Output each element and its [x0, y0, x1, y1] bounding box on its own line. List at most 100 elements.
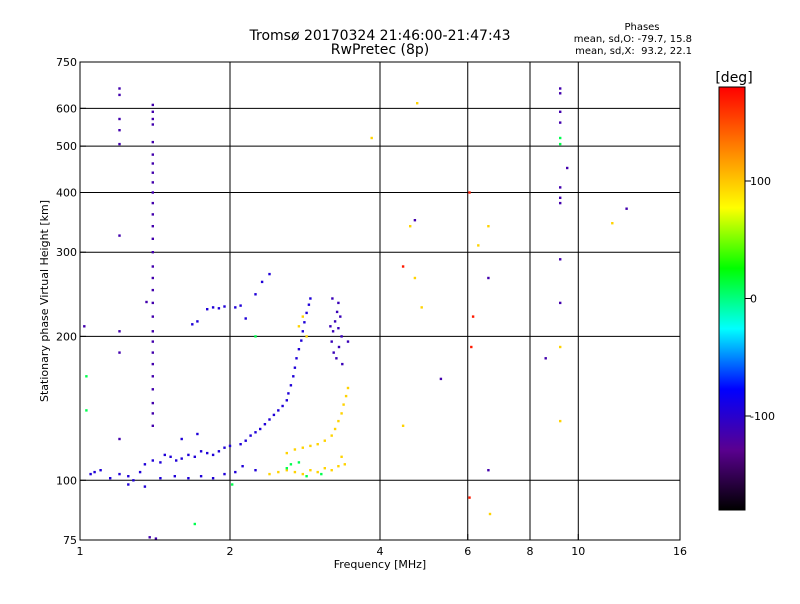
data-point: [289, 384, 293, 387]
data-point: [344, 394, 348, 398]
x-tick-label: 10: [571, 545, 585, 558]
data-point: [277, 470, 280, 474]
data-point: [297, 348, 301, 351]
data-point: [268, 472, 271, 476]
data-point: [196, 320, 199, 323]
data-point: [173, 475, 176, 478]
data-point: [151, 162, 154, 165]
data-point: [89, 472, 92, 476]
data-point: [337, 465, 340, 468]
data-point: [341, 362, 344, 366]
data-point: [559, 92, 562, 95]
data-point: [342, 403, 345, 406]
data-point: [151, 362, 154, 366]
data-point: [145, 300, 148, 304]
data-point: [118, 87, 121, 90]
data-point: [330, 340, 333, 343]
phase-stats-title: Phases: [624, 22, 659, 33]
data-point: [272, 413, 276, 417]
data-point: [118, 93, 121, 97]
data-point: [487, 469, 490, 472]
y-axis-ticks: 75 100 200 300 400 500 600 750: [56, 56, 86, 547]
data-point: [143, 485, 147, 488]
data-point: [239, 304, 242, 307]
data-point: [143, 463, 147, 466]
data-point: [330, 469, 333, 472]
data-point: [559, 142, 562, 146]
data-point: [559, 196, 562, 199]
colorbar-label: [deg]: [715, 70, 752, 86]
data-point: [559, 136, 562, 140]
data-point: [307, 303, 311, 306]
data-point: [138, 470, 142, 474]
x-tick-label: 4: [377, 545, 384, 558]
colorbar-ticks: 100 0 -100: [745, 175, 775, 423]
data-point: [118, 234, 121, 237]
data-point: [331, 330, 335, 333]
data-point: [413, 276, 417, 280]
data-point: [151, 276, 154, 280]
data-point: [289, 463, 293, 466]
data-point: [401, 265, 405, 268]
data-point: [303, 321, 306, 324]
data-point: [83, 325, 86, 328]
data-point: [211, 453, 215, 457]
data-point: [277, 409, 280, 412]
data-point: [234, 470, 237, 474]
data-point: [85, 409, 88, 412]
data-point: [297, 461, 301, 464]
data-point: [254, 293, 257, 296]
data-point: [370, 136, 373, 140]
data-point: [471, 315, 475, 318]
data-point: [468, 191, 471, 194]
data-point: [285, 399, 288, 402]
data-point: [559, 121, 562, 124]
data-point: [420, 306, 423, 309]
data-point: [305, 335, 308, 338]
data-point: [196, 432, 199, 436]
data-point: [340, 455, 343, 458]
data-point: [333, 427, 337, 431]
y-tick-label: 75: [63, 534, 77, 547]
data-point: [337, 345, 341, 349]
data-point: [151, 315, 154, 318]
data-point: [259, 427, 262, 431]
data-point: [300, 339, 303, 342]
data-point: [335, 357, 338, 360]
data-point: [323, 439, 326, 442]
data-point: [118, 117, 121, 121]
data-point: [85, 375, 88, 378]
data-point: [254, 335, 257, 338]
data-point: [293, 470, 297, 474]
data-point: [151, 225, 154, 228]
data-point: [193, 455, 196, 458]
data-point: [292, 375, 295, 378]
data-point: [151, 375, 154, 378]
data-point: [151, 388, 154, 391]
data-point: [625, 207, 628, 210]
data-point: [151, 201, 154, 205]
data-point: [118, 129, 121, 132]
data-point: [151, 459, 154, 462]
data-point: [151, 110, 154, 113]
data-point: [223, 472, 226, 476]
data-point: [151, 181, 154, 184]
colorbar: [718, 86, 746, 511]
data-point: [127, 483, 130, 486]
colorbar-tick-label: 0: [750, 293, 757, 306]
data-point: [301, 330, 304, 333]
data-point: [287, 392, 290, 395]
y-tick-label: 600: [56, 102, 77, 115]
x-tick-label: 1: [77, 545, 84, 558]
data-point: [340, 335, 343, 338]
data-point: [309, 469, 312, 472]
data-point: [199, 450, 203, 453]
data-point: [206, 451, 209, 455]
data-point: [416, 102, 419, 105]
data-point: [559, 186, 562, 189]
data-point: [193, 522, 196, 526]
data-point: [151, 213, 154, 216]
data-point: [154, 537, 158, 540]
data-point: [301, 315, 304, 318]
data-point: [151, 191, 154, 194]
